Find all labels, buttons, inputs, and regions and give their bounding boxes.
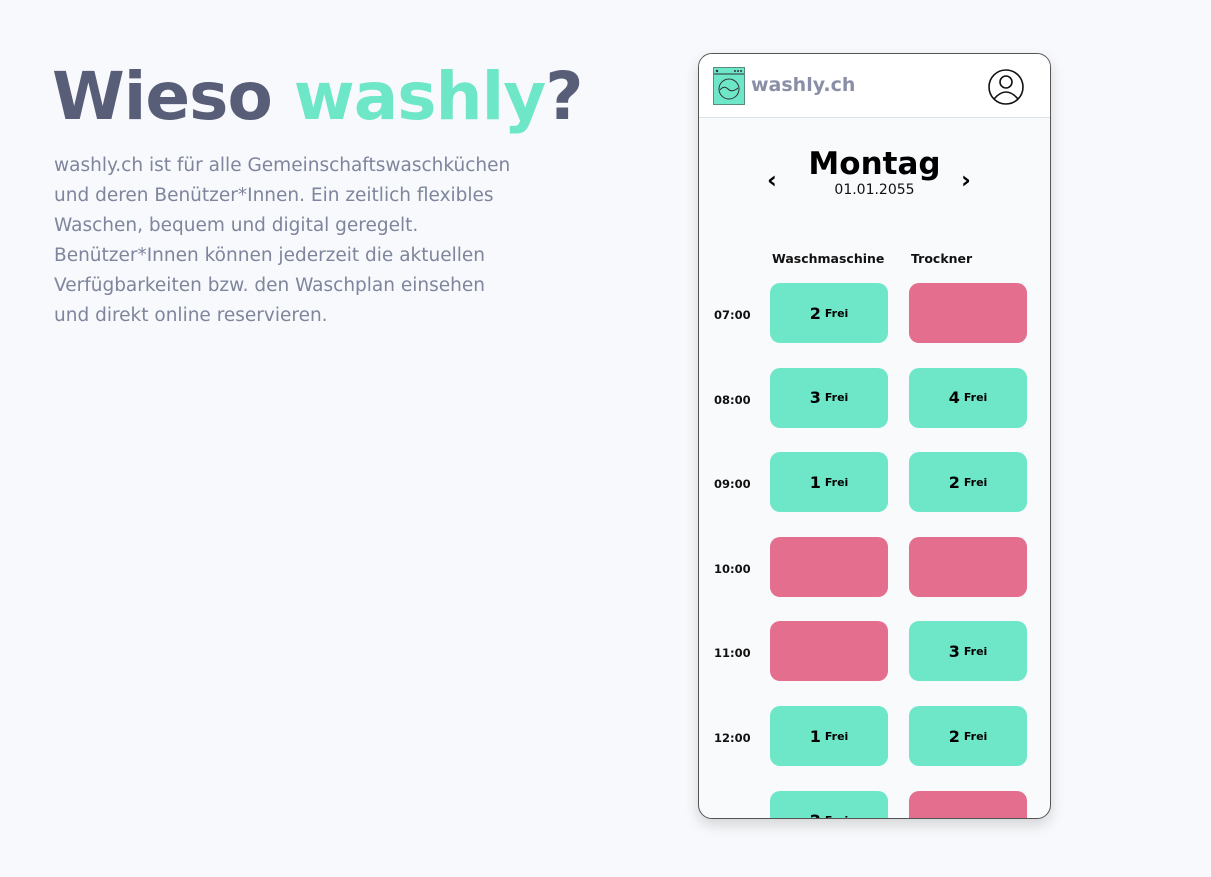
- washer-slot-booked[interactable]: [770, 536, 888, 597]
- free-label: Frei: [824, 729, 849, 743]
- dryer-slot-booked[interactable]: [909, 536, 1027, 597]
- free-count: 1: [809, 726, 821, 746]
- free-label: Frei: [963, 391, 988, 405]
- time-label: 08:00: [714, 392, 751, 407]
- washing-machine-logo-icon: [713, 67, 745, 105]
- time-label: 10:00: [714, 561, 751, 576]
- day-title: Montag: [808, 146, 941, 182]
- free-count: 2: [810, 811, 821, 818]
- prev-day-button[interactable]: ‹: [767, 166, 777, 194]
- washer-slot-free[interactable]: 1 Frei: [770, 452, 888, 513]
- washer-slot-booked[interactable]: [770, 621, 888, 682]
- time-label: 07:00: [714, 308, 751, 322]
- dryer-slot-free[interactable]: 2 Frei: [909, 706, 1027, 766]
- washer-slot-free[interactable]: 1 Frei: [770, 706, 888, 766]
- time-label: 12:00: [714, 731, 751, 745]
- dryer-slot-free[interactable]: 4 Frei: [909, 367, 1027, 428]
- washer-slot-free[interactable]: 3 Frei: [770, 367, 888, 428]
- brand-name[interactable]: washly.ch: [751, 74, 856, 96]
- free-label: Frei: [824, 306, 849, 320]
- free-count: 2: [809, 303, 821, 323]
- free-label: Frei: [963, 644, 988, 658]
- free-label: Frei: [824, 391, 849, 405]
- column-header-dryer: Trockner: [911, 251, 973, 266]
- user-account-icon[interactable]: [988, 69, 1024, 105]
- phone-mockup: washly.ch Montag 01.01.2055 ‹ › Waschmas…: [698, 53, 1051, 819]
- free-count: 4: [948, 388, 960, 408]
- free-label: Frei: [963, 729, 988, 743]
- date-label: 01.01.2055: [834, 182, 915, 198]
- app-header: washly.ch: [699, 54, 1050, 118]
- time-label: 09:00: [714, 477, 751, 492]
- next-day-button[interactable]: ›: [961, 166, 971, 194]
- column-header-washer: Waschmaschine: [772, 251, 885, 266]
- dryer-slot-booked[interactable]: [909, 790, 1027, 818]
- free-label: Frei: [963, 475, 988, 489]
- free-count: 3: [809, 388, 821, 408]
- time-label: 11:00: [714, 646, 751, 661]
- washer-slot-free[interactable]: 2 Frei: [770, 790, 888, 818]
- dryer-slot-free[interactable]: 2 Frei: [909, 452, 1027, 513]
- free-count: 3: [948, 641, 960, 661]
- free-count: 2: [948, 472, 960, 492]
- dryer-slot-booked[interactable]: [909, 283, 1027, 343]
- free-label: Frei: [824, 475, 849, 489]
- dryer-slot-free[interactable]: 3 Frei: [909, 621, 1027, 682]
- description: washly.ch ist für alle Gemeinschaftswasc…: [54, 155, 511, 326]
- free-label: Frei: [825, 814, 848, 818]
- free-count: 2: [948, 726, 960, 746]
- free-count: 1: [809, 472, 821, 492]
- page-title: Wieso washly?: [52, 58, 584, 135]
